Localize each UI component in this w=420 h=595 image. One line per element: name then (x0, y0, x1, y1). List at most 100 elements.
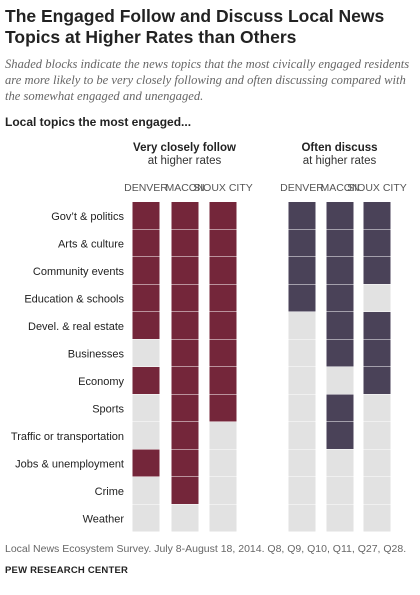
topic-label: Jobs & unemployment (15, 458, 124, 470)
shaded-block (171, 422, 199, 449)
topic-label: Traffic or transportation (11, 431, 124, 443)
shaded-block (209, 284, 237, 312)
city-label: SIOUX CITY (193, 182, 253, 194)
shaded-block (326, 284, 354, 312)
shaded-block (171, 202, 199, 229)
city-label: MACON (320, 182, 359, 194)
shaded-block (209, 229, 237, 257)
topic-label: Businesses (68, 348, 125, 360)
shaded-block (209, 367, 237, 394)
shaded-block (326, 394, 354, 422)
unshaded-block (132, 422, 160, 449)
shaded-block (363, 367, 391, 394)
shaded-block (209, 312, 237, 339)
shaded-block (363, 202, 391, 229)
shaded-block (209, 202, 237, 229)
unshaded-block (326, 449, 354, 477)
topic-label: Education & schools (24, 293, 124, 305)
shaded-block (171, 312, 199, 339)
unshaded-block (209, 422, 237, 449)
unshaded-block (288, 394, 316, 422)
unshaded-block (363, 477, 391, 504)
shaded-block (326, 312, 354, 339)
group-title: Often discuss (301, 142, 377, 154)
shaded-block (326, 339, 354, 367)
unshaded-block (209, 477, 237, 504)
shaded-block (288, 284, 316, 312)
topic-label: Gov’t & politics (51, 211, 124, 223)
shaded-block (171, 284, 199, 312)
unshaded-block (132, 477, 160, 504)
shaded-block (132, 284, 160, 312)
unshaded-block (363, 449, 391, 477)
shaded-block (363, 229, 391, 257)
unshaded-block (326, 504, 354, 532)
shaded-block (171, 257, 199, 284)
unshaded-block (288, 477, 316, 504)
shaded-block (288, 202, 316, 229)
shaded-block (326, 202, 354, 229)
source-label: PEW RESEARCH CENTER (5, 565, 129, 576)
group-subtitle: at higher rates (303, 155, 377, 167)
shaded-block (363, 312, 391, 339)
topic-label: Sports (92, 403, 124, 415)
group-title: Very closely follow (133, 142, 236, 154)
shaded-block (171, 394, 199, 422)
unshaded-block (288, 504, 316, 532)
shaded-block (288, 229, 316, 257)
shaded-block (326, 257, 354, 284)
city-label: MACON (165, 182, 204, 194)
unshaded-block (288, 339, 316, 367)
topic-label: Crime (95, 486, 124, 498)
unshaded-block (363, 284, 391, 312)
unshaded-block (363, 394, 391, 422)
unshaded-block (288, 449, 316, 477)
shaded-block (171, 339, 199, 367)
shaded-block (171, 367, 199, 394)
shaded-block (171, 229, 199, 257)
unshaded-block (132, 394, 160, 422)
shaded-block (132, 257, 160, 284)
shaded-block (132, 202, 160, 229)
shaded-block (132, 229, 160, 257)
topic-label: Devel. & real estate (28, 321, 124, 333)
unshaded-block (288, 312, 316, 339)
unshaded-block (326, 367, 354, 394)
topic-label: Arts & culture (58, 238, 124, 250)
topic-label: Economy (78, 376, 124, 388)
topic-label: Weather (83, 513, 125, 525)
shaded-block (171, 449, 199, 477)
survey-note: Local News Ecosystem Survey. July 8-Augu… (5, 543, 407, 555)
unshaded-block (132, 339, 160, 367)
unshaded-block (288, 367, 316, 394)
shaded-block (326, 422, 354, 449)
unshaded-block (326, 477, 354, 504)
unshaded-block (209, 504, 237, 532)
shaded-block (132, 449, 160, 477)
unshaded-block (209, 449, 237, 477)
shaded-block (363, 257, 391, 284)
shaded-block (326, 229, 354, 257)
topic-label: Community events (33, 266, 125, 278)
shaded-block (171, 477, 199, 504)
unshaded-block (363, 504, 391, 532)
group-subtitle: at higher rates (148, 155, 222, 167)
shaded-block (363, 339, 391, 367)
shaded-block (132, 367, 160, 394)
shaded-block (288, 257, 316, 284)
unshaded-block (288, 422, 316, 449)
shaded-block (132, 312, 160, 339)
city-label: SIOUX CITY (347, 182, 407, 194)
unshaded-block (132, 504, 160, 532)
unshaded-block (171, 504, 199, 532)
shaded-block (209, 339, 237, 367)
unshaded-block (363, 422, 391, 449)
page-title: The Engaged Follow and Discuss Local New… (5, 6, 385, 47)
shaded-block (209, 257, 237, 284)
shaded-block (209, 394, 237, 422)
city-label: DENVER (124, 182, 168, 194)
chart-subtitle: Shaded blocks indicate the news topics t… (5, 57, 410, 103)
section-label: Local topics the most engaged... (5, 115, 192, 129)
city-label: DENVER (280, 182, 324, 194)
